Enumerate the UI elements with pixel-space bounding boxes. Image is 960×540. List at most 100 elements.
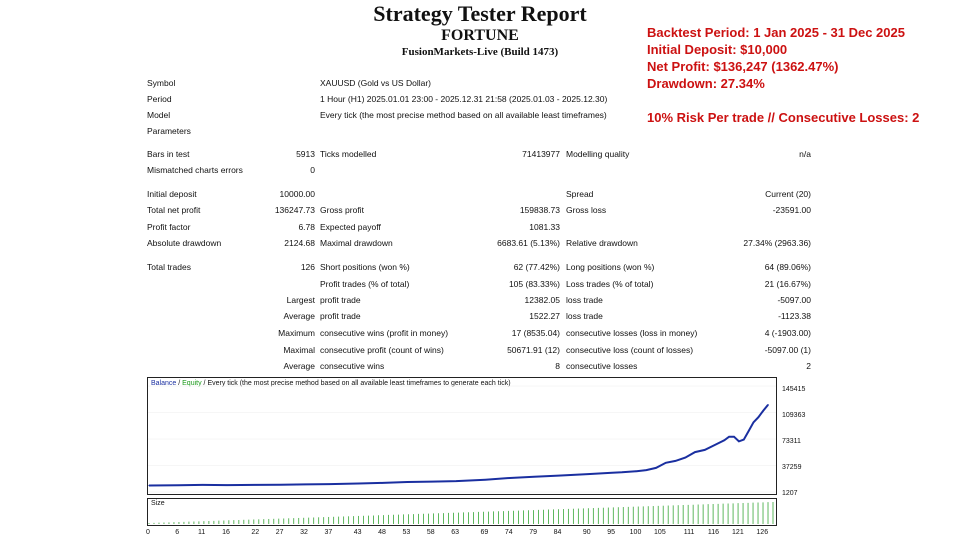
backtest-summary-overlay: Backtest Period: 1 Jan 2025 - 31 Dec 202… [647, 24, 919, 126]
x-tick-label: 95 [607, 529, 616, 536]
balance-point [533, 476, 535, 478]
balance-point [655, 467, 657, 469]
overlay-line-period: Backtest Period: 1 Jan 2025 - 31 Dec 202… [647, 25, 905, 40]
maximal-consecutive-loss-label: consecutive loss (count of losses) [566, 345, 694, 355]
balance-point [177, 484, 179, 486]
avg-consecutive-wins-label: consecutive wins [320, 361, 385, 371]
balance-point [733, 436, 735, 438]
spread-label: Spread [566, 189, 594, 199]
balance-point [328, 483, 330, 485]
x-tick-label: 27 [275, 529, 284, 536]
short-positions-value: 62 (77.42%) [513, 262, 560, 272]
report-server: FusionMarkets-Live (Build 1473) [401, 46, 559, 58]
balance-point [587, 473, 589, 475]
avg-consecutive-losses-label: consecutive losses [566, 361, 638, 371]
balance-point [762, 409, 764, 412]
profit-trades-label: Profit trades (% of total) [320, 279, 410, 289]
legend-equity: Equity [182, 380, 202, 387]
largest-loss-label: loss trade [566, 295, 603, 305]
total-trades-value: 126 [300, 262, 315, 272]
maximal-label: Maximal [283, 345, 315, 355]
x-tick-label: 74 [504, 529, 513, 536]
x-tick-label: 111 [683, 529, 695, 536]
balance-point [757, 416, 759, 418]
legend-description: / Every tick (the most precise method ba… [201, 380, 511, 387]
x-tick-label: 0 [146, 529, 150, 536]
model-label: Model [147, 110, 171, 120]
balance-point [484, 479, 486, 481]
size-label: Size [151, 500, 165, 507]
avg-consecutive-losses-value: 2 [806, 361, 811, 371]
max-consecutive-losses-label: consecutive losses (loss in money) [566, 328, 698, 338]
max-consecutive-wins-value: 17 (8535.04) [511, 328, 560, 338]
gross-loss-value: -23591.00 [772, 205, 811, 215]
gross-profit-value: 159838.73 [519, 205, 560, 215]
average-loss-value: -1123.38 [778, 311, 811, 321]
balance-point [509, 477, 511, 479]
balance-point [684, 457, 686, 459]
balance-point [645, 469, 647, 471]
balance-point [557, 475, 560, 477]
balance-point [455, 480, 457, 482]
bars-value: 5913 [296, 149, 315, 159]
ticks-value: 71413977 [522, 149, 560, 159]
overlay-line-net-profit: Net Profit: $136,247 (1362.47%) [647, 59, 839, 74]
x-tick-label: 63 [451, 529, 460, 536]
balance-point [255, 484, 257, 486]
balance-point [748, 430, 750, 432]
balance-point [704, 449, 706, 451]
profit-factor-label: Profit factor [147, 222, 191, 232]
x-tick-label: 90 [582, 529, 591, 536]
overlay-line-deposit: Initial Deposit: $10,000 [647, 42, 788, 57]
absolute-drawdown-value: 2124.68 [284, 238, 315, 248]
gross-loss-label: Gross loss [566, 205, 607, 215]
period-label: Period [147, 94, 172, 104]
x-tick-label: 69 [480, 529, 489, 536]
balance-line [148, 404, 769, 487]
x-tick-label: 116 [707, 529, 720, 536]
overlay-line-risk: 10% Risk Per trade // Consecutive Losses… [647, 110, 920, 125]
maximal-consecutive-loss-value: -5097.00 (1) [764, 345, 811, 355]
maximum-label: Maximum [278, 328, 315, 338]
balance-point [752, 421, 755, 423]
x-tick-label: 79 [529, 529, 538, 536]
model-value: Every tick (the most precise method base… [320, 110, 607, 120]
balance-point [358, 482, 360, 485]
overlay-line-drawdown: Drawdown: 27.34% [647, 76, 765, 91]
balance-point [635, 470, 638, 472]
total-net-profit-label: Total net profit [147, 205, 201, 215]
balance-point [280, 484, 282, 486]
overlay-gap [647, 92, 919, 109]
relative-drawdown-label: Relative drawdown [566, 238, 638, 248]
y-tick-label: 109363 [782, 412, 806, 419]
x-tick-label: 43 [353, 529, 362, 536]
absolute-drawdown-label: Absolute drawdown [147, 238, 222, 248]
x-tick-label: 48 [378, 529, 386, 536]
maximal-consecutive-profit-value: 50671.91 (12) [507, 345, 560, 355]
report-title: Strategy Tester Report [373, 1, 587, 26]
initial-deposit-value: 10000.00 [279, 189, 315, 199]
x-tick-label: 105 [654, 529, 666, 536]
x-tick-label: 22 [251, 529, 260, 536]
long-positions-value: 64 (89.06%) [764, 262, 811, 272]
largest-profit-label: profit trade [320, 295, 361, 305]
x-tick-label: 58 [426, 529, 435, 536]
balance-point [621, 471, 623, 473]
ticks-label: Ticks modelled [320, 149, 377, 159]
x-tick-label: 11 [197, 529, 206, 536]
chart-legend: Balance / Equity / Every tick (the most … [151, 380, 511, 387]
report-subtitle: FORTUNE [441, 27, 519, 44]
balance-point [406, 481, 408, 483]
mismatch-label: Mismatched charts errors [147, 165, 243, 175]
x-tick-label: 84 [553, 529, 562, 536]
largest-profit-value: 12382.05 [524, 295, 560, 305]
balance-point [226, 484, 228, 486]
largest-loss-value: -5097.00 [777, 295, 811, 305]
size-chart-plot [148, 502, 774, 524]
initial-deposit-label: Initial deposit [147, 189, 197, 199]
balance-point [665, 462, 667, 464]
total-trades-label: Total trades [147, 262, 191, 272]
mismatch-value: 0 [310, 165, 315, 175]
balance-point [728, 436, 730, 438]
profit-factor-value: 6.78 [298, 222, 315, 232]
